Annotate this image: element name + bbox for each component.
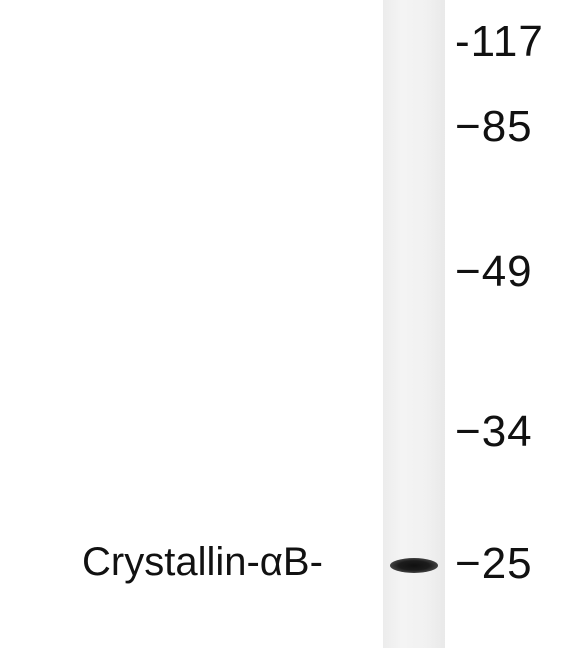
marker-49: −49 — [455, 247, 533, 296]
marker-117: -117 — [455, 17, 544, 66]
blot-lane — [383, 0, 445, 648]
marker-25: −25 — [455, 539, 533, 588]
protein-band — [390, 558, 438, 573]
band-label: Crystallin-αB- — [82, 540, 323, 584]
marker-85: −85 — [455, 102, 533, 151]
marker-34: −34 — [455, 407, 533, 456]
